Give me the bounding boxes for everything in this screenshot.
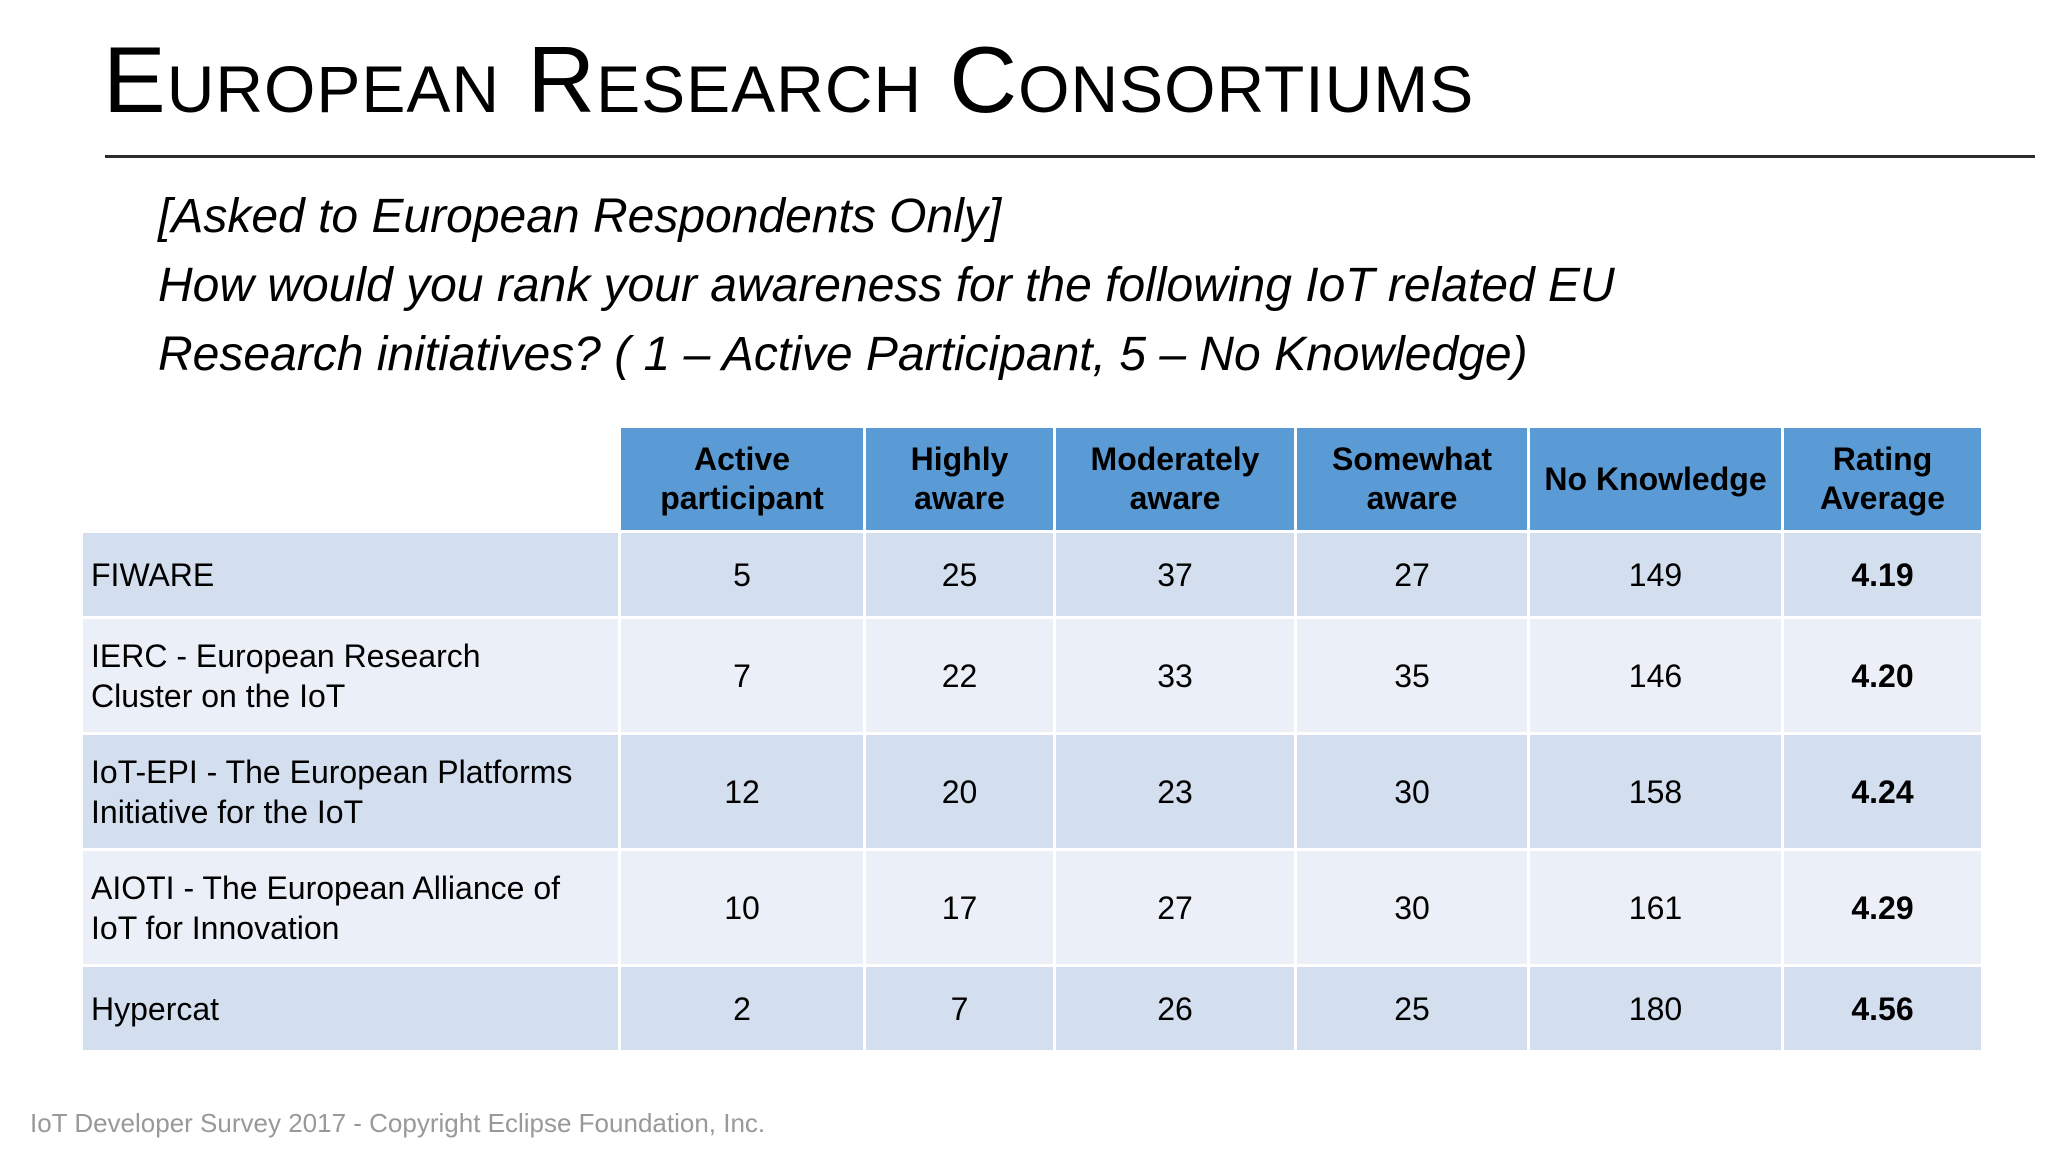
col-header-moderately-aware: Moderately aware — [1056, 428, 1294, 530]
value-cell: 158 — [1530, 735, 1781, 848]
value-cell: 27 — [1056, 851, 1294, 964]
row-label-cell: IoT-EPI - The European Platforms Initiat… — [83, 735, 618, 848]
table-header-row: Active participant Highly aware Moderate… — [83, 428, 1981, 530]
col-header-active-participant: Active participant — [621, 428, 863, 530]
row-label-cell: Hypercat — [83, 967, 618, 1050]
value-cell: 26 — [1056, 967, 1294, 1050]
value-cell: 7 — [866, 967, 1053, 1050]
table-row-ierc: IERC - European Research Cluster on the … — [83, 619, 1981, 732]
table-row-hypercat: Hypercat 2 7 26 25 180 4.56 — [83, 967, 1981, 1050]
col-header-no-knowledge: No Knowledge — [1530, 428, 1781, 530]
value-cell: 180 — [1530, 967, 1781, 1050]
rating-cell: 4.20 — [1784, 619, 1981, 732]
col-header-highly-aware: Highly aware — [866, 428, 1053, 530]
row-label-cell: AIOTI - The European Alliance of IoT for… — [83, 851, 618, 964]
value-cell: 22 — [866, 619, 1053, 732]
awareness-table: Active participant Highly aware Moderate… — [80, 425, 1984, 1053]
value-cell: 149 — [1530, 533, 1781, 616]
value-cell: 5 — [621, 533, 863, 616]
row-label-cell: IERC - European Research Cluster on the … — [83, 619, 618, 732]
value-cell: 10 — [621, 851, 863, 964]
value-cell: 37 — [1056, 533, 1294, 616]
col-header-somewhat-aware: Somewhat aware — [1297, 428, 1527, 530]
row-label-cell: FIWARE — [83, 533, 618, 616]
value-cell: 25 — [866, 533, 1053, 616]
col-header-rating-average: Rating Average — [1784, 428, 1981, 530]
rating-cell: 4.29 — [1784, 851, 1981, 964]
question-block: [Asked to European Respondents Only] How… — [158, 182, 1615, 389]
value-cell: 30 — [1297, 735, 1527, 848]
value-cell: 12 — [621, 735, 863, 848]
question-line-2: How would you rank your awareness for th… — [158, 259, 1615, 312]
rating-cell: 4.56 — [1784, 967, 1981, 1050]
value-cell: 27 — [1297, 533, 1527, 616]
value-cell: 25 — [1297, 967, 1527, 1050]
rating-cell: 4.19 — [1784, 533, 1981, 616]
table-row-aioti: AIOTI - The European Alliance of IoT for… — [83, 851, 1981, 964]
title-underline — [105, 155, 2035, 158]
table-row-fiware: FIWARE 5 25 37 27 149 4.19 — [83, 533, 1981, 616]
value-cell: 33 — [1056, 619, 1294, 732]
question-line-1: [Asked to European Respondents Only] — [158, 190, 1002, 243]
value-cell: 146 — [1530, 619, 1781, 732]
value-cell: 20 — [866, 735, 1053, 848]
value-cell: 2 — [621, 967, 863, 1050]
page-title: European Research Consortiums — [103, 27, 1475, 132]
value-cell: 35 — [1297, 619, 1527, 732]
value-cell: 17 — [866, 851, 1053, 964]
footer-copyright: IoT Developer Survey 2017 - Copyright Ec… — [30, 1108, 766, 1138]
rating-cell: 4.24 — [1784, 735, 1981, 848]
value-cell: 30 — [1297, 851, 1527, 964]
value-cell: 161 — [1530, 851, 1781, 964]
question-line-3: Research initiatives? ( 1 – Active Parti… — [158, 328, 1528, 381]
value-cell: 23 — [1056, 735, 1294, 848]
corner-cell — [83, 428, 618, 530]
table-row-iot-epi: IoT-EPI - The European Platforms Initiat… — [83, 735, 1981, 848]
value-cell: 7 — [621, 619, 863, 732]
